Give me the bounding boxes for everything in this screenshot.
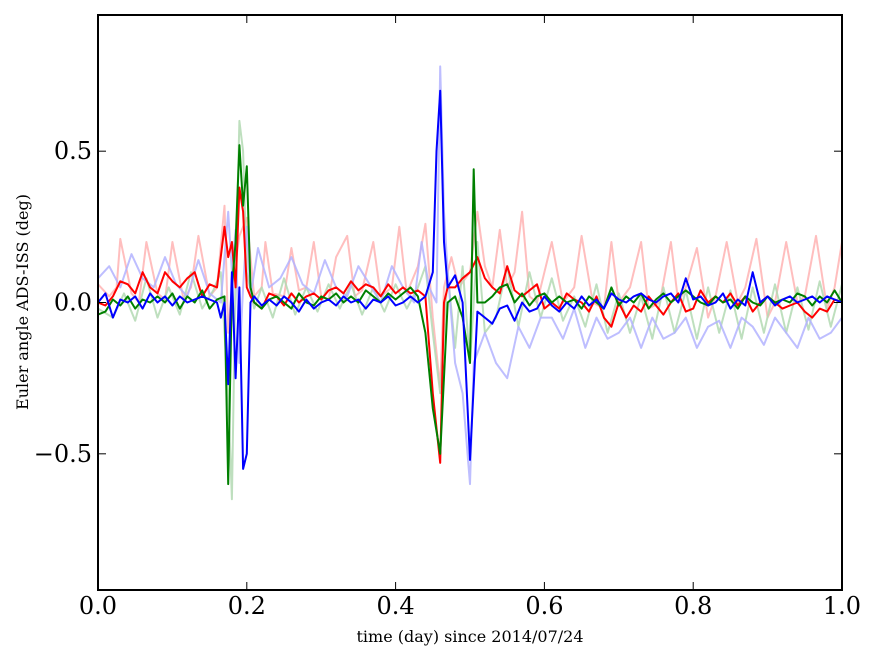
series-line-5 (98, 144, 842, 486)
series-line-6 (98, 89, 842, 470)
series-line-1 (98, 204, 842, 389)
y-axis-label: Euler angle ADS-ISS (deg) (13, 194, 32, 410)
x-tick-label: 0.8 (674, 592, 712, 620)
x-tick-label: 0.6 (525, 592, 563, 620)
tick-layer: 0.0 0.2 0.4 0.6 0.8 1.0 0.5 0.0 −0.5 (34, 15, 861, 620)
series-layer (98, 65, 842, 501)
plot-background (98, 15, 842, 590)
y-tick-label: 0.5 (54, 137, 92, 165)
x-tick-label: 1.0 (823, 592, 861, 620)
x-tick-label: 0.0 (79, 592, 117, 620)
x-tick-label: 0.4 (377, 592, 415, 620)
y-tick-label: 0.0 (54, 289, 92, 317)
x-axis-label: time (day) since 2014/07/24 (356, 627, 583, 646)
x-tick-label: 0.2 (228, 592, 266, 620)
y-tick-label: −0.5 (34, 440, 92, 468)
